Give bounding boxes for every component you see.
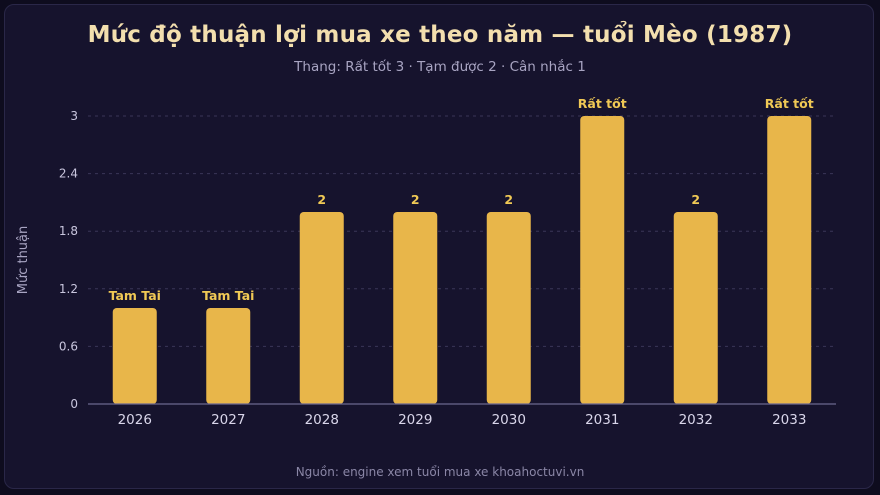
- x-tick-label: 2030: [492, 412, 526, 428]
- x-tick-label: 2027: [211, 412, 245, 428]
- bar-2029: [393, 212, 438, 404]
- source-footer: Nguồn: engine xem tuổi mua xe khoahoctuv…: [295, 465, 585, 479]
- bar-2031: [580, 116, 625, 404]
- y-tick-label: 0: [70, 397, 78, 411]
- y-tick-label: 1.2: [59, 282, 78, 296]
- bar-2027: [206, 308, 251, 404]
- y-tick-label: 0.6: [59, 339, 78, 353]
- data-label: Tam Tai: [202, 288, 254, 303]
- y-tick-label: 1.8: [59, 224, 78, 238]
- x-tick-label: 2026: [118, 412, 152, 428]
- bars: [112, 116, 812, 404]
- bar-2033: [767, 116, 812, 404]
- data-labels: Tam Tai Tam Tai 2 2 2 Rất tốt 2 Rất tốt: [109, 96, 814, 303]
- data-label: Tam Tai: [109, 288, 161, 303]
- y-axis-ticks: 0 0.6 1.2 1.8 2.4 3: [59, 109, 78, 411]
- data-label: 2: [411, 192, 420, 207]
- x-tick-label: 2031: [585, 412, 619, 428]
- y-tick-label: 3: [70, 109, 78, 123]
- y-axis-title: Mức thuận: [16, 226, 31, 295]
- bar-2026: [112, 308, 157, 404]
- gridlines: [88, 115, 836, 347]
- x-tick-label: 2029: [398, 412, 432, 428]
- bar-2028: [299, 212, 344, 404]
- x-tick-label: 2032: [679, 412, 713, 428]
- x-tick-label: 2028: [305, 412, 339, 428]
- bar-2032: [673, 212, 718, 404]
- data-label: 2: [504, 192, 513, 207]
- data-label: 2: [317, 192, 326, 207]
- chart-subtitle: Thang: Rất tốt 3 · Tạm được 2 · Cân nhắc…: [294, 59, 586, 75]
- x-axis-ticks: 2026 2027 2028 2029 2030 2031 2032 2033: [118, 412, 807, 428]
- data-label: Rất tốt: [578, 96, 627, 111]
- chart-title: Mức độ thuận lợi mua xe theo năm — tuổi …: [87, 22, 793, 48]
- bar-2030: [486, 212, 531, 404]
- y-tick-label: 2.4: [59, 167, 78, 181]
- x-tick-label: 2033: [772, 412, 806, 428]
- data-label: Rất tốt: [765, 96, 814, 111]
- data-label: 2: [691, 192, 700, 207]
- chart-card: [4, 4, 874, 489]
